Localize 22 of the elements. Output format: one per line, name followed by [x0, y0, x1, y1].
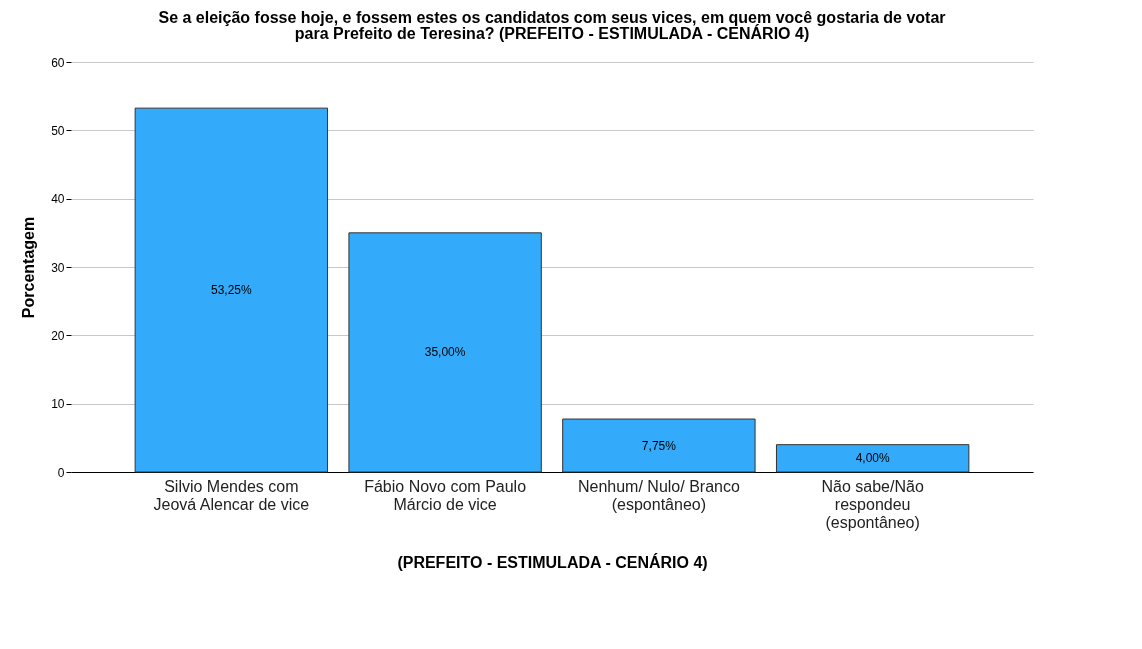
- chart-title: Se a eleição fosse hoje, e fossem estes os candidatos com seus vices, em quem você gostaria de votar para Prefeito de Teresina? (PREFEITO - ESTIMULADA - CENÁRIO 4): [158, 9, 946, 42]
- bar: [562, 418, 756, 473]
- bar: [134, 107, 329, 473]
- x-tick-label: Nenhum/ Nulo/ Branco (espontâneo): [577, 477, 740, 513]
- x-tick-label: Silvio Mendes com Jeová Alencar de vice: [153, 477, 310, 513]
- bar: [775, 444, 970, 473]
- y-tick-label: 30: [51, 260, 65, 275]
- y-tick-label: 40: [51, 192, 65, 207]
- y-tick-label: 60: [51, 55, 65, 70]
- y-tick-label: 50: [51, 123, 65, 138]
- data-label: 53,25%: [210, 283, 253, 298]
- x-tick-label: Não sabe/Não respondeu (espontâneo): [821, 477, 924, 531]
- y-tick-label: 20: [51, 328, 65, 343]
- data-label: 7,75%: [641, 438, 677, 453]
- y-tick-label: 10: [51, 397, 65, 412]
- data-label: 35,00%: [424, 345, 466, 360]
- y-axis-title: Porcentagem: [20, 216, 38, 319]
- data-label: 4,00%: [855, 451, 891, 466]
- x-tick-label: Fábio Novo com Paulo Márcio de vice: [364, 477, 527, 513]
- y-tick-label: 0: [57, 465, 65, 480]
- x-axis-title: (PREFEITO - ESTIMULADA - CENÁRIO 4): [397, 552, 708, 571]
- bar: [348, 232, 542, 473]
